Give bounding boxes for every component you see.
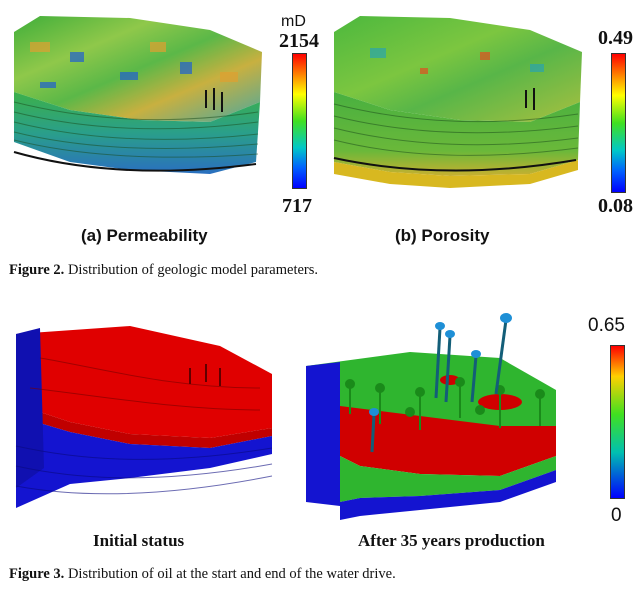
figure-3-caption-label: Figure 3.: [9, 566, 65, 582]
colorbar-3: [610, 345, 625, 499]
colorbar-a-max: 2154: [279, 30, 319, 52]
porosity-model-image: [330, 12, 592, 192]
after-production-label: After 35 years production: [358, 531, 545, 550]
figure-2-caption: Figure 2. Distribution of geologic model…: [9, 262, 318, 279]
colorbar-a-unit: mD: [281, 13, 306, 30]
colorbar-b: [611, 53, 626, 193]
colorbar-3-min: 0: [611, 505, 622, 526]
figure-2-caption-text: Distribution of geologic model parameter…: [64, 262, 318, 278]
colorbar-a-min: 717: [282, 195, 312, 217]
after-production-model-image: [300, 306, 562, 528]
colorbar-a: [292, 53, 307, 189]
panel-b-label: (b) Porosity: [395, 226, 490, 245]
initial-status-label: Initial status: [93, 531, 185, 550]
figure-2-caption-label: Figure 2.: [9, 262, 65, 278]
colorbar-3-max: 0.65: [588, 315, 625, 336]
colorbar-b-max: 0.49: [598, 27, 633, 49]
initial-status-model-image: [10, 318, 280, 528]
figure-3-caption-text: Distribution of oil at the start and end…: [64, 566, 396, 582]
panel-a-label: (a) Permeability: [81, 226, 208, 245]
permeability-model-image: [10, 12, 272, 187]
colorbar-b-min: 0.08: [598, 195, 633, 217]
figure-3-caption: Figure 3. Distribution of oil at the sta…: [9, 566, 396, 583]
